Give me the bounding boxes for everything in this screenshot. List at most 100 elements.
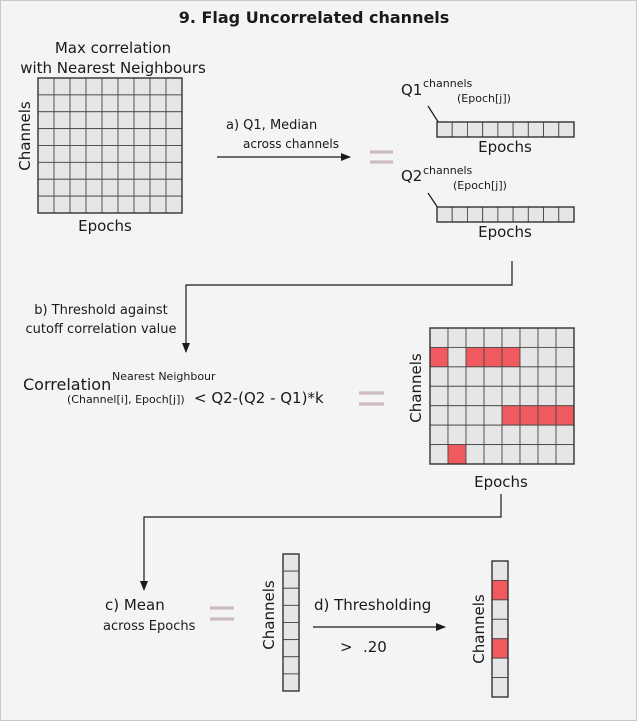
grid-cell [69,94,87,113]
q2-label: Q2 [401,167,422,185]
grid-cell [149,145,167,163]
grid-cell [85,111,103,130]
equals-sign-2 [359,391,384,406]
grid-cell [53,178,71,197]
flagged-cell [465,346,485,368]
grid-cell [101,178,119,197]
bar-cell [436,121,453,138]
grid-cell [165,161,183,180]
grid-cell [101,145,119,163]
flagged-cell [555,405,575,426]
grid-cell [483,327,503,348]
grid-cell [149,178,167,197]
grid-cell [37,111,55,130]
q1-superscript: channels [423,77,473,90]
grid-cell [483,405,503,426]
flagged-channel-cell [491,579,509,601]
bar-cell [497,121,514,138]
grid-cell [429,366,449,387]
grid-cell [465,327,485,348]
grid-cell [483,366,503,387]
grid-cell [447,424,467,446]
channel-cell [282,673,300,692]
grid-cell [483,385,503,407]
diagram-title: 9. Flag Uncorrelated channels [179,8,450,27]
mean-column-channels-label: Channels [260,580,278,650]
formula-correlation: Correlation [23,375,111,394]
grid-cell [519,444,539,465]
channel-cell [282,587,300,606]
grid-cell [149,128,167,146]
threshold-operator: > [340,638,353,656]
channel-cell [282,639,300,658]
grid-cell [537,444,557,465]
channel-cell [491,657,509,679]
heading-line-2: with Nearest Neighbours [20,59,206,77]
grid-cell [37,128,55,146]
q1-label: Q1 [401,81,422,99]
bar-cell [436,206,453,223]
grid-cell [85,77,103,96]
grid-cell [53,161,71,180]
step-a-label-line-2: across channels [243,137,339,151]
bar-border [436,206,575,223]
grid-cell [53,94,71,113]
bar-cell [543,121,560,138]
grid-cell [519,346,539,368]
grid-cell [37,94,55,113]
grid-cell [69,195,87,214]
channel-cell [282,553,300,572]
flagged-cell [501,405,521,426]
grid1-epochs-label: Epochs [78,217,132,235]
grid-cell [149,161,167,180]
grid-cell [69,161,87,180]
bar-cell [543,206,560,223]
grid-cell [69,111,87,130]
grid-cell [555,346,575,368]
grid-cell [53,145,71,163]
flagged-cell [501,346,521,368]
grid-cell [537,385,557,407]
channel-cell [491,618,509,640]
grid-cell [133,111,151,130]
grid-cell [447,346,467,368]
grid-cell [429,424,449,446]
grid-cell [53,111,71,130]
grid-border [37,77,183,214]
grid-cell [165,178,183,197]
bar-border [436,121,575,138]
grid2-epochs-label: Epochs [474,473,528,491]
grid-cell [429,444,449,465]
grid-cell [447,405,467,426]
grid-cell [555,424,575,446]
grid-cell [85,128,103,146]
grid-cell [117,128,135,146]
grid-cell [555,385,575,407]
grid-cell [37,161,55,180]
grid-cell [537,346,557,368]
channel-cell [282,604,300,623]
grid-cell [465,424,485,446]
grid-cell [429,385,449,407]
grid-cell [149,195,167,214]
grid-cell [133,128,151,146]
flagged-channels-column [491,560,509,698]
bar-cell [497,206,514,223]
grid-cell [465,366,485,387]
grid-cell [465,385,485,407]
grid-cell [37,145,55,163]
grid-cell [133,145,151,163]
flagged-cell [429,346,449,368]
grid1-channels-label: Channels [16,101,34,171]
grid-cell [447,385,467,407]
grid-cell [133,195,151,214]
grid-cell [501,366,521,387]
equals-sign-1 [370,150,393,164]
grid-cell [555,366,575,387]
bar-cell [482,121,499,138]
channel-cell [491,677,509,698]
grid-cell [447,366,467,387]
q2-epochs-bar [436,206,575,223]
grid-cell [53,195,71,214]
